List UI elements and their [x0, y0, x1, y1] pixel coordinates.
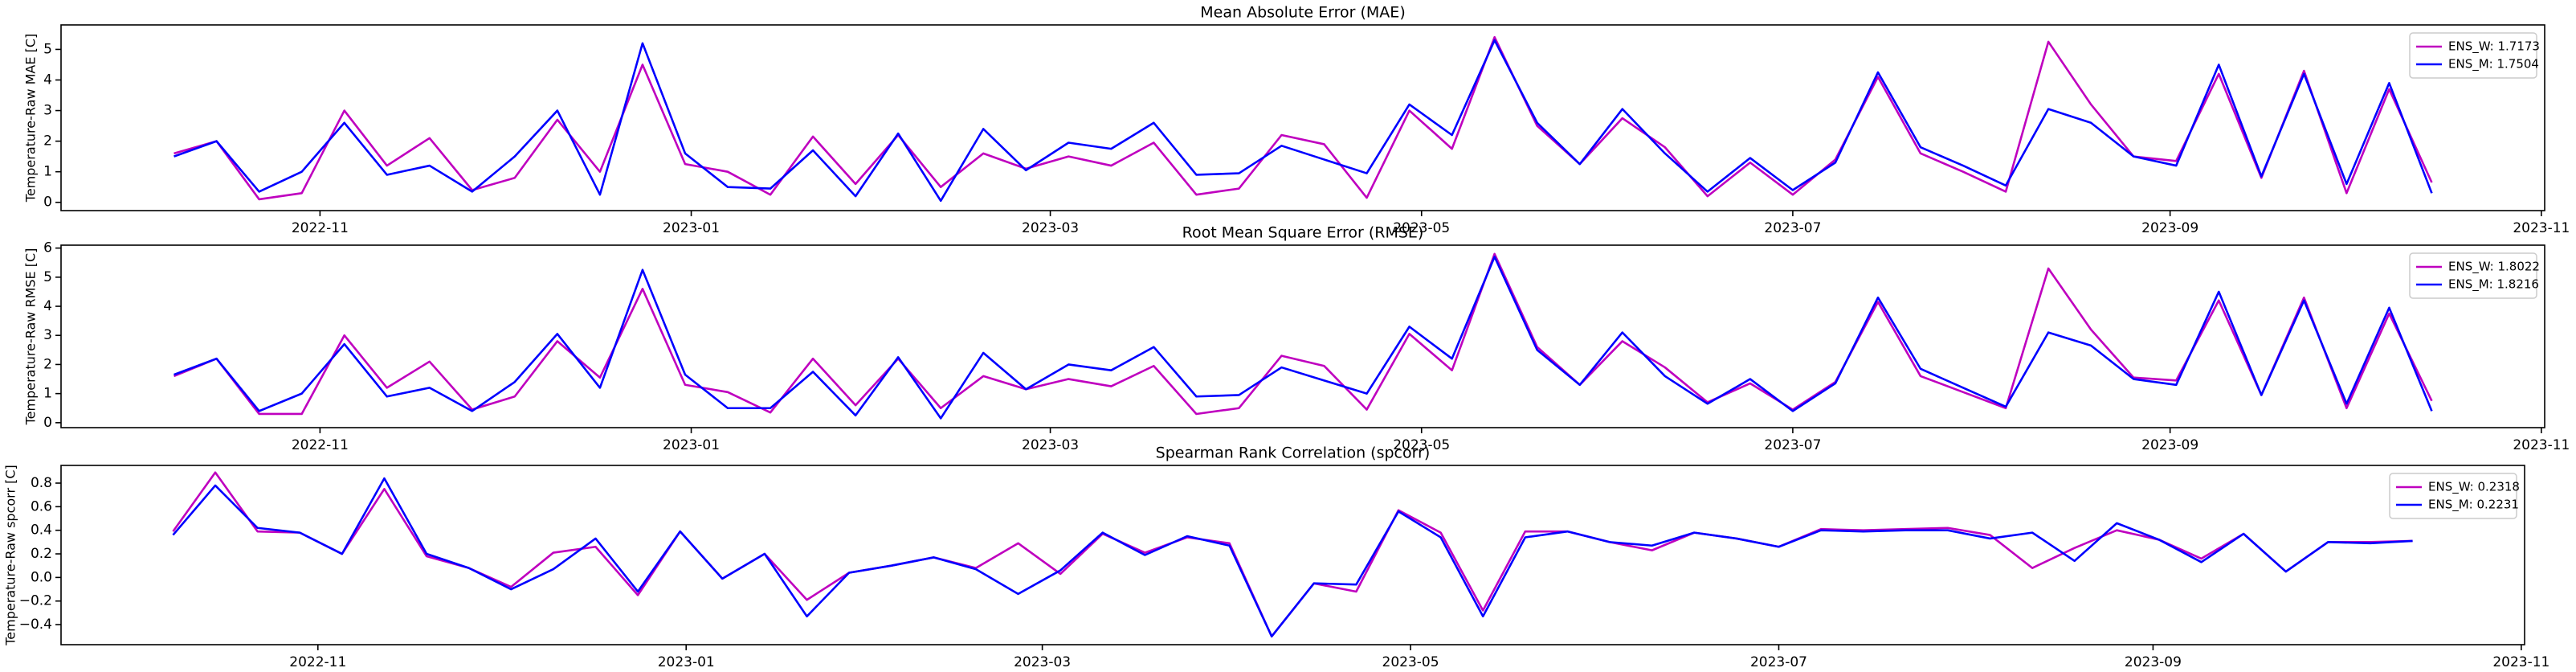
y-tick-label: 3	[43, 103, 52, 119]
axes-frame	[60, 244, 2545, 428]
x-tick-label: 2023-07	[1750, 654, 1807, 670]
legend-label: ENS_W: 1.8022	[2448, 260, 2540, 275]
y-tick-label: 2	[43, 356, 52, 372]
legend-box	[2409, 252, 2537, 299]
x-tick-label: 2023-11	[2492, 654, 2549, 670]
x-tick-label: 2022-11	[289, 654, 346, 670]
y-tick-label: 0	[43, 415, 52, 431]
x-tick-label: 2022-11	[292, 437, 349, 453]
y-tick-label: 0.8	[31, 475, 52, 491]
legend-box	[2409, 32, 2537, 79]
y-axis-label: Temperature-Raw MAE [C]	[23, 34, 39, 203]
x-tick-label: 2023-01	[663, 220, 720, 236]
legend-label: ENS_M: 1.7504	[2448, 57, 2539, 72]
y-tick-label: 2	[43, 133, 52, 150]
x-tick-label: 2023-09	[2141, 220, 2198, 236]
legend-label: ENS_W: 0.2318	[2428, 480, 2520, 495]
y-tick-label: 4	[43, 298, 52, 314]
series-line	[174, 256, 2433, 420]
chart-title: Root Mean Square Error (RMSE)	[1182, 224, 1424, 242]
axes-frame	[60, 24, 2545, 211]
legend-box	[2389, 473, 2517, 519]
x-tick-label: 2023-03	[1014, 654, 1071, 670]
legend-label: ENS_M: 1.8216	[2448, 277, 2539, 293]
legend-label: ENS_M: 0.2231	[2428, 498, 2519, 513]
y-tick-label: 0.6	[31, 498, 52, 514]
series-line	[174, 39, 2433, 203]
x-tick-label: 2023-09	[2141, 437, 2198, 453]
x-tick-label: 2023-03	[1022, 220, 1079, 236]
x-tick-label: 2023-07	[1764, 437, 1821, 453]
y-tick-label: 1	[43, 164, 52, 180]
y-tick-label: 0.0	[31, 569, 52, 585]
series-line	[172, 477, 2413, 638]
y-tick-label: 0	[43, 195, 52, 211]
y-tick-label: 0.4	[31, 522, 52, 539]
x-tick-label: 2023-05	[1382, 654, 1439, 670]
x-tick-label: 2023-01	[658, 654, 715, 670]
series-line	[172, 471, 2413, 638]
y-tick-label: −0.4	[19, 617, 52, 633]
y-tick-label: 4	[43, 72, 52, 88]
x-tick-label: 2023-05	[1393, 220, 1450, 236]
y-tick-label: 6	[43, 240, 52, 256]
series-line	[174, 252, 2433, 416]
series-line	[174, 35, 2433, 201]
chart-title: Mean Absolute Error (MAE)	[1200, 4, 1405, 22]
y-tick-label: 3	[43, 327, 52, 343]
x-tick-label: 2023-01	[663, 437, 720, 453]
x-tick-label: 2023-11	[2513, 437, 2570, 453]
x-tick-label: 2022-11	[292, 220, 349, 236]
legend-label: ENS_W: 1.7173	[2448, 39, 2540, 55]
y-tick-label: 5	[43, 269, 52, 285]
chart-title: Spearman Rank Correlation (spcorr)	[1156, 445, 1431, 462]
y-tick-label: 1	[43, 386, 52, 402]
x-tick-label: 2023-07	[1764, 220, 1821, 236]
x-tick-label: 2023-09	[2125, 654, 2182, 670]
x-tick-label: 2023-03	[1022, 437, 1079, 453]
y-axis-label: Temperature-Raw spcorr [C]	[3, 465, 18, 646]
y-tick-label: 5	[43, 41, 52, 57]
y-axis-label: Temperature-Raw RMSE [C]	[23, 248, 39, 426]
x-tick-label: 2023-11	[2513, 220, 2570, 236]
y-tick-label: −0.2	[19, 593, 52, 609]
axes-frame	[60, 465, 2525, 645]
y-tick-label: 0.2	[31, 546, 52, 562]
x-tick-label: 2023-05	[1393, 437, 1450, 453]
